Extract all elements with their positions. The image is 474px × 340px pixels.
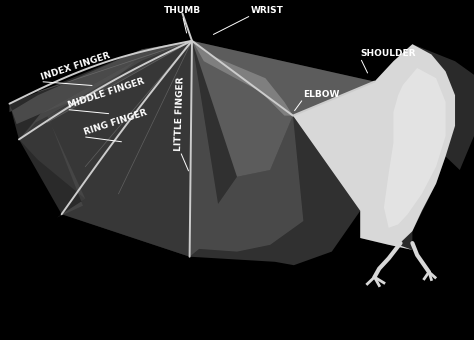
Text: MIDDLE FINGER: MIDDLE FINGER <box>66 76 145 109</box>
Text: RING FINGER: RING FINGER <box>83 108 148 137</box>
Text: THUMB: THUMB <box>164 6 201 15</box>
Text: LITTLE FINGER: LITTLE FINGER <box>174 76 186 151</box>
Polygon shape <box>9 41 192 257</box>
Polygon shape <box>384 68 446 228</box>
Polygon shape <box>293 44 455 250</box>
Polygon shape <box>192 41 293 116</box>
Polygon shape <box>19 41 192 257</box>
Polygon shape <box>190 41 374 265</box>
Text: ELBOW: ELBOW <box>303 90 340 99</box>
Polygon shape <box>190 41 303 257</box>
Polygon shape <box>293 44 474 250</box>
Text: SHOULDER: SHOULDER <box>360 49 416 58</box>
Polygon shape <box>19 41 192 139</box>
Polygon shape <box>9 41 192 124</box>
Polygon shape <box>192 41 374 177</box>
Text: INDEX FINGER: INDEX FINGER <box>40 51 112 82</box>
Text: WRIST: WRIST <box>251 6 284 15</box>
Polygon shape <box>47 41 192 218</box>
